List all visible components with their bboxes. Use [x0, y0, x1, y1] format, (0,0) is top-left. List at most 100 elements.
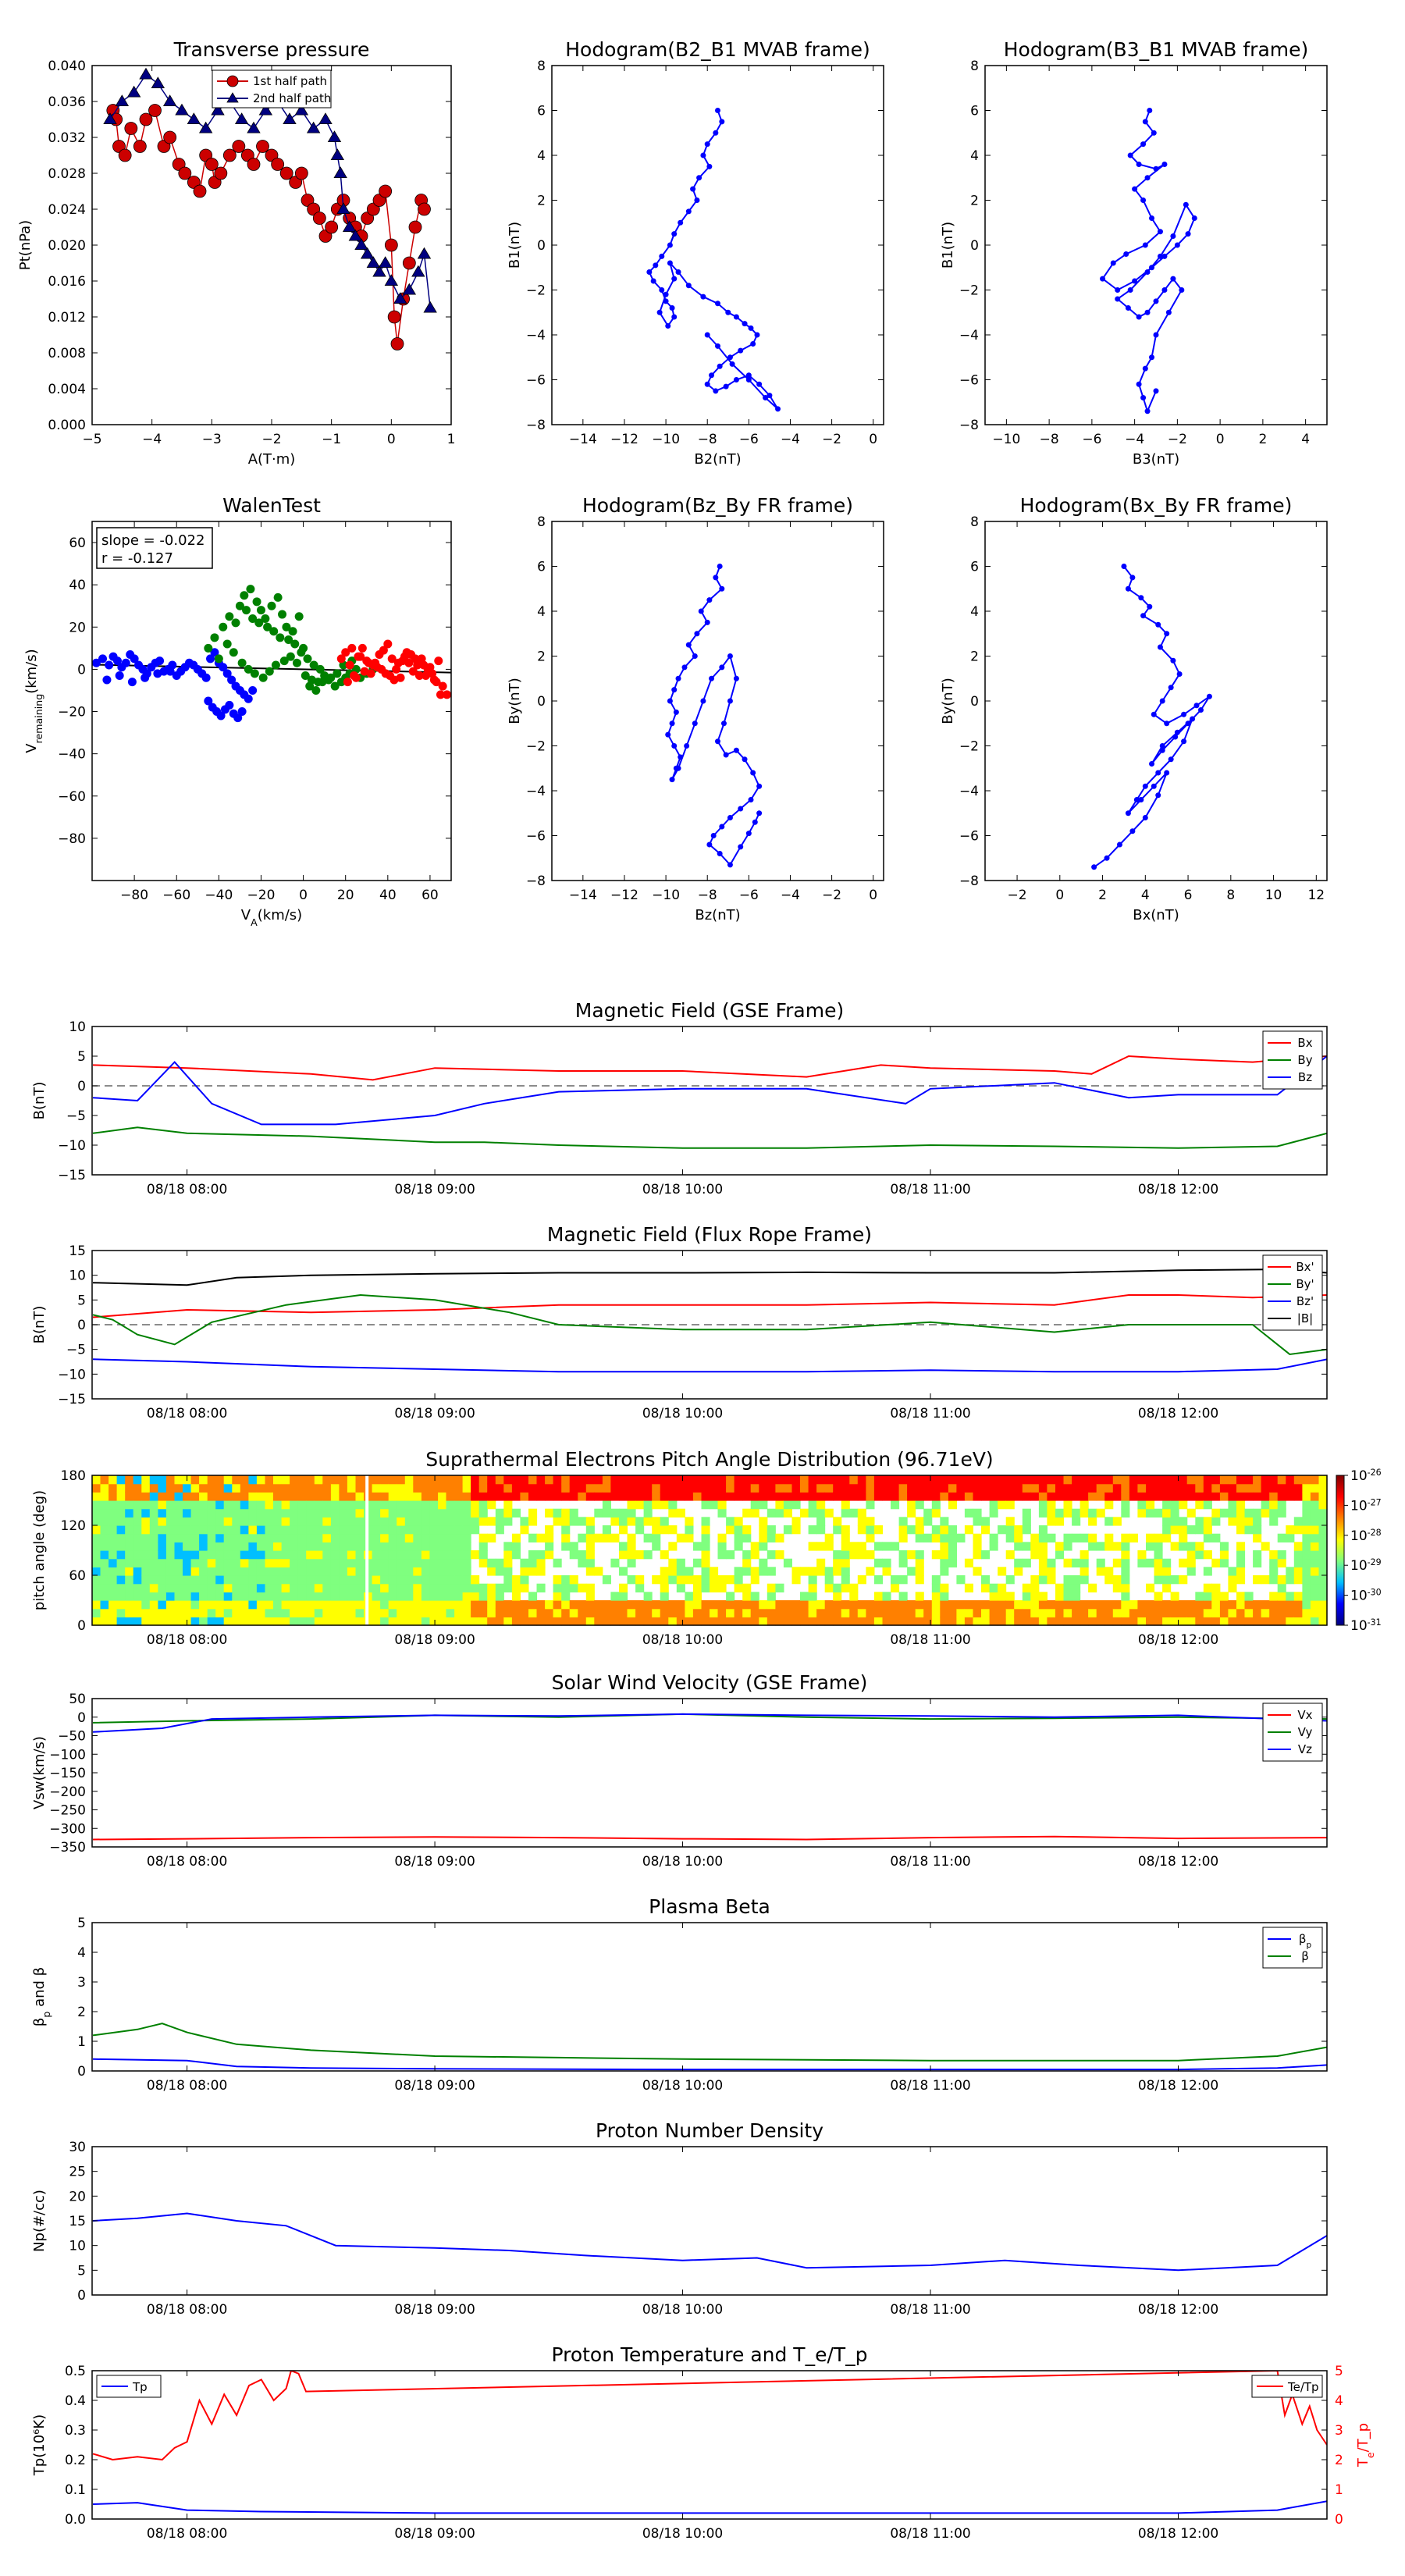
- heatmap-cell: [1047, 1575, 1056, 1585]
- heatmap-cell: [1293, 1525, 1303, 1535]
- heatmap-cell: [429, 1483, 439, 1493]
- heatmap-cell: [561, 1583, 571, 1592]
- heatmap-cell: [701, 1533, 710, 1542]
- data-point: [1161, 253, 1168, 259]
- data-point: [1149, 761, 1155, 767]
- heatmap-cell: [1022, 1592, 1031, 1601]
- heatmap-cell: [791, 1617, 801, 1626]
- heatmap-cell: [931, 1617, 941, 1626]
- heatmap-cell: [108, 1475, 118, 1485]
- heatmap-cell: [585, 1567, 595, 1576]
- data-point: [151, 76, 165, 88]
- heatmap-cell: [116, 1475, 126, 1485]
- heatmap-cell: [553, 1475, 562, 1485]
- x-tick-label: 08/18 08:00: [147, 2526, 227, 2542]
- heatmap-cell: [1146, 1542, 1155, 1551]
- heatmap-cell: [915, 1533, 924, 1542]
- x-axis-label: A(T·m): [248, 451, 296, 468]
- heatmap-cell: [183, 1508, 192, 1517]
- heatmap-cell: [742, 1492, 752, 1501]
- heatmap-cell: [429, 1608, 439, 1617]
- heatmap-cell: [940, 1617, 949, 1626]
- heatmap-cell: [1096, 1475, 1105, 1485]
- heatmap-cell: [1121, 1542, 1130, 1551]
- data-point: [709, 372, 715, 379]
- data-point: [1138, 595, 1144, 601]
- heatmap-cell: [281, 1475, 290, 1485]
- heatmap-cell: [1186, 1550, 1196, 1560]
- heatmap-cell: [1203, 1525, 1212, 1535]
- heatmap-cell: [108, 1617, 118, 1626]
- heatmap-cell: [421, 1525, 430, 1535]
- heatmap-cell: [1269, 1508, 1279, 1517]
- heatmap-cell: [561, 1592, 571, 1601]
- y-tick-label: 120: [61, 1518, 86, 1534]
- heatmap-cell: [290, 1550, 299, 1560]
- data-point: [384, 274, 399, 286]
- heatmap-cell: [1030, 1608, 1040, 1617]
- data-point: [271, 660, 280, 670]
- heatmap-cell: [602, 1492, 611, 1501]
- heatmap-cell: [421, 1508, 430, 1517]
- heatmap-cell: [1022, 1617, 1031, 1626]
- heatmap-cell: [397, 1500, 406, 1510]
- heatmap-cell: [1170, 1500, 1179, 1510]
- heatmap-cell: [1038, 1483, 1048, 1493]
- legend-label: Te/Tp: [1287, 2380, 1319, 2394]
- heatmap-cell: [165, 1592, 175, 1601]
- heatmap-cell: [1286, 1592, 1295, 1601]
- heatmap-cell: [585, 1525, 595, 1535]
- heatmap-cell: [931, 1492, 941, 1501]
- heatmap-cell: [306, 1550, 315, 1560]
- heatmap-cell: [471, 1525, 480, 1535]
- heatmap-cell: [240, 1542, 249, 1551]
- heatmap-cell: [347, 1592, 356, 1601]
- heatmap-cell: [1277, 1475, 1286, 1485]
- heatmap-cell: [165, 1517, 175, 1526]
- heatmap-cell: [569, 1600, 578, 1610]
- heatmap-cell: [898, 1550, 908, 1560]
- heatmap-cell: [404, 1492, 414, 1501]
- chart-h1: Hodogram(B2_B1 MVAB frame)−8−6−4−202468−…: [507, 38, 884, 468]
- heatmap-cell: [248, 1525, 258, 1535]
- heatmap-cell: [421, 1542, 430, 1551]
- heatmap-cell: [808, 1617, 817, 1626]
- heatmap-cell: [602, 1575, 611, 1585]
- data-point: [1144, 408, 1151, 415]
- data-point: [748, 325, 754, 331]
- heatmap-cell: [471, 1608, 480, 1617]
- heatmap-cell: [553, 1517, 562, 1526]
- heatmap-cell: [133, 1600, 142, 1610]
- heatmap-cell: [1088, 1508, 1097, 1517]
- heatmap-cell: [619, 1592, 628, 1601]
- chart-vsw: Solar Wind Velocity (GSE Frame)−350−300−…: [31, 1671, 1328, 1870]
- heatmap-cell: [1318, 1542, 1328, 1551]
- heatmap-cell: [668, 1567, 678, 1576]
- data-point: [408, 220, 422, 234]
- heatmap-cell: [882, 1608, 891, 1617]
- heatmap-cell: [685, 1475, 694, 1485]
- x-tick-label: 20: [337, 888, 354, 903]
- heatmap-cell: [873, 1558, 883, 1567]
- heatmap-cell: [265, 1583, 274, 1592]
- data-point: [1176, 671, 1183, 677]
- heatmap-cell: [1038, 1608, 1048, 1617]
- heatmap-cell: [824, 1583, 834, 1592]
- heatmap-cell: [125, 1508, 134, 1517]
- heatmap-cell: [775, 1483, 784, 1493]
- heatmap-cell: [1072, 1600, 1081, 1610]
- heatmap-cell: [281, 1492, 290, 1501]
- data-point: [1100, 276, 1106, 282]
- heatmap-cell: [1310, 1583, 1319, 1592]
- series-line: [92, 2023, 1327, 2062]
- heatmap-cell: [1104, 1617, 1114, 1626]
- heatmap-cell: [1162, 1492, 1172, 1501]
- y-tick-label: 0.2: [65, 2453, 86, 2468]
- heatmap-cell: [355, 1483, 365, 1493]
- heatmap-cell: [100, 1500, 109, 1510]
- heatmap-cell: [1277, 1608, 1286, 1617]
- heatmap-cell: [783, 1608, 792, 1617]
- heatmap-cell: [1005, 1492, 1015, 1501]
- heatmap-cell: [232, 1567, 241, 1576]
- heatmap-cell: [297, 1483, 307, 1493]
